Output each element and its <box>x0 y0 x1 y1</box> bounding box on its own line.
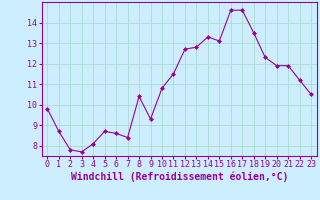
X-axis label: Windchill (Refroidissement éolien,°C): Windchill (Refroidissement éolien,°C) <box>70 172 288 182</box>
